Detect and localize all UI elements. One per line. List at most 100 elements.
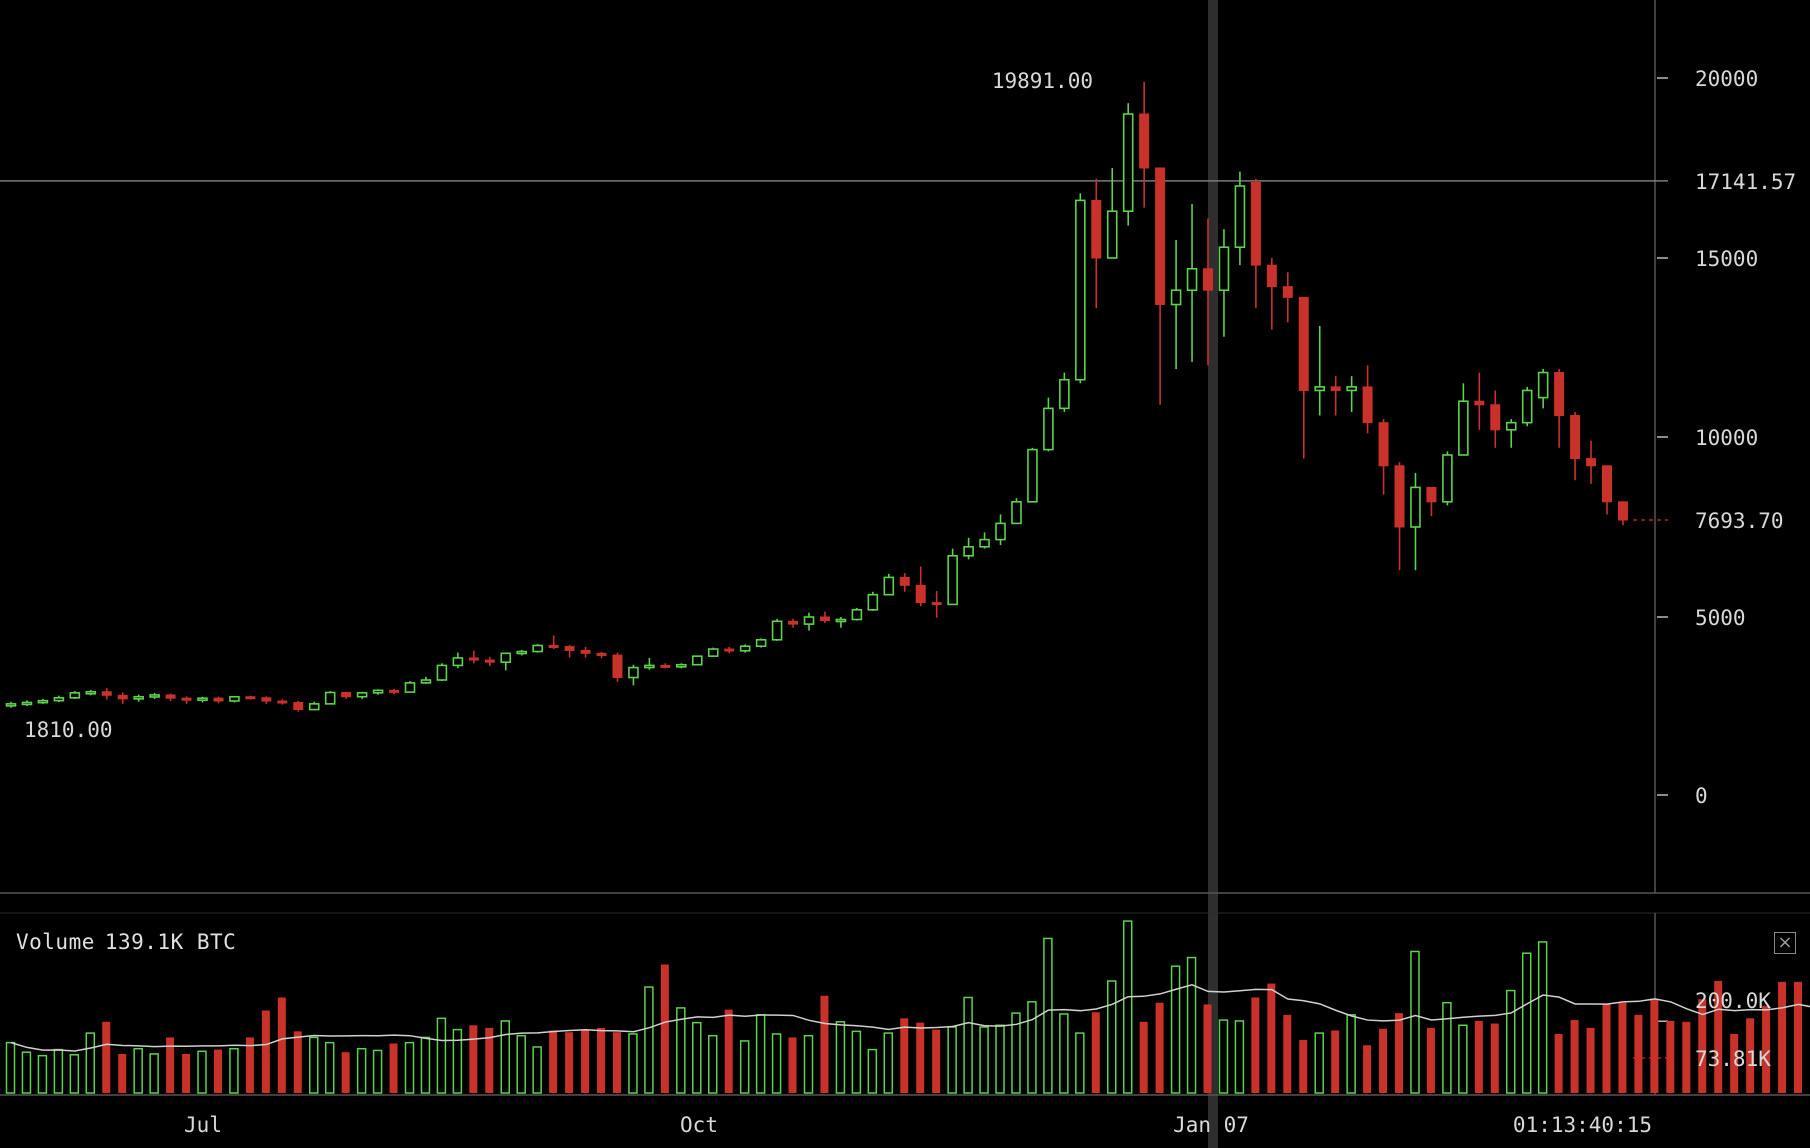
candle-body-up	[771, 620, 783, 641]
x-axis-label: 01:13:40:15	[1513, 1113, 1652, 1137]
volume-bar-up	[835, 1021, 846, 1094]
volume-bar-down	[1490, 1023, 1499, 1093]
volume-bar-down	[277, 997, 286, 1093]
candle-body-up	[308, 703, 320, 711]
candle-body-up	[516, 650, 528, 655]
volume-bar-up	[1442, 1001, 1452, 1094]
volume-bar-up	[771, 1033, 782, 1094]
volume-bar-up	[1537, 941, 1548, 1094]
candle-body-up	[53, 697, 65, 702]
candle-body-down	[724, 648, 735, 652]
volume-bar-down	[1666, 1020, 1675, 1093]
volume-bar-up	[69, 1054, 80, 1094]
volume-bar-up	[1521, 952, 1532, 1094]
candle-body-up	[324, 691, 336, 705]
candle-body-up	[1011, 500, 1022, 525]
volume-bar-down	[1634, 1014, 1643, 1093]
volume-tick-label: 200.0K	[1695, 989, 1771, 1013]
candle-body-down	[931, 602, 942, 606]
candle-body-up	[1186, 267, 1198, 292]
candle-body-down	[1426, 486, 1437, 503]
candle-body-down	[1139, 113, 1150, 169]
candle-body-up	[883, 576, 895, 596]
volume-bar-down	[1091, 1012, 1100, 1093]
volume-bar-up	[995, 1024, 1005, 1094]
volume-bar-up	[963, 996, 973, 1094]
volume-bar-up	[516, 1034, 526, 1094]
candle-body-down	[1617, 501, 1628, 521]
close-volume-button[interactable]: ×	[1774, 932, 1796, 954]
candle-body-down	[1554, 372, 1565, 417]
volume-bar-down	[1794, 981, 1803, 1093]
volume-bar-up	[1410, 950, 1420, 1094]
volume-bar-up	[867, 1048, 878, 1094]
candle-body-up	[979, 538, 990, 548]
candle-body-up	[420, 679, 432, 684]
volume-bar-down	[1155, 1002, 1164, 1093]
crosshair-vertical	[1208, 0, 1218, 1148]
candle-body-down	[612, 654, 623, 679]
volume-bar-up	[1234, 1020, 1245, 1094]
volume-bar-up	[676, 1007, 686, 1094]
candle-body-down	[293, 701, 304, 711]
volume-bar-down	[213, 1049, 222, 1093]
volume-bar-down	[820, 995, 829, 1093]
volume-bar-up	[1122, 920, 1133, 1094]
volume-bar-up	[356, 1047, 367, 1094]
volume-bar-up	[1059, 1013, 1069, 1094]
candle-body-up	[803, 616, 815, 625]
volume-bar-up	[229, 1047, 239, 1094]
candle-body-up	[1122, 113, 1134, 212]
last-volume-label: 73.81K	[1695, 1047, 1771, 1071]
volume-bar-up	[1106, 980, 1117, 1094]
volume-bar-down	[788, 1037, 797, 1093]
volume-bar-up	[452, 1028, 463, 1094]
candle-body-up	[644, 664, 655, 669]
candle-body-down	[1570, 415, 1581, 460]
volume-bar-down	[1602, 1004, 1611, 1093]
volume-bar-down	[1714, 980, 1723, 1093]
x-axis-label: Oct	[680, 1113, 718, 1137]
candle-body-up	[436, 664, 448, 681]
candle-body-up	[372, 689, 384, 694]
volume-bar-down	[1762, 1006, 1771, 1093]
volume-bar-down	[1251, 997, 1260, 1093]
crosshair-price-label: 17141.57	[1695, 170, 1796, 194]
candle-body-up	[69, 692, 81, 699]
volume-bar-down	[660, 964, 669, 1093]
volume-bar-down	[549, 1030, 558, 1093]
candle-body-up	[1458, 400, 1469, 456]
volume-bar-down	[1395, 1013, 1404, 1093]
candle-body-up	[1505, 421, 1517, 431]
candle-body-up	[1059, 378, 1070, 410]
last-price-label: 7693.70	[1695, 509, 1784, 533]
volume-bar-down	[293, 1031, 302, 1093]
volume-bar-up	[851, 1030, 862, 1094]
volume-bar-down	[1331, 1030, 1340, 1093]
x-axis-label: Jan 07	[1173, 1113, 1249, 1137]
volume-bar-up	[404, 1041, 415, 1094]
volume-bar-up	[1043, 937, 1053, 1094]
candle-body-up	[947, 554, 958, 606]
candle-body-down	[1602, 465, 1612, 503]
candle-body-up	[197, 697, 208, 701]
volume-bar-up	[37, 1054, 48, 1094]
candle-body-up	[37, 699, 49, 704]
volume-bar-up	[692, 1021, 702, 1094]
candle-body-down	[341, 691, 352, 698]
volume-bar-down	[724, 1009, 733, 1093]
volume-moving-average	[10, 984, 1810, 1052]
candle-body-down	[788, 620, 799, 625]
volume-bar-up	[133, 1047, 143, 1094]
candle-body-down	[1586, 458, 1597, 467]
candle-body-up	[628, 666, 639, 679]
candle-body-up	[1521, 389, 1533, 424]
candle-body-down	[1250, 181, 1261, 266]
candle-body-down	[1474, 400, 1485, 406]
x-axis-label: Jul	[184, 1113, 222, 1137]
volume-bar-up	[739, 1040, 750, 1094]
volume-bar-down	[245, 1037, 254, 1093]
candle-body-up	[851, 608, 863, 621]
volume-bar-down	[1586, 1027, 1595, 1093]
